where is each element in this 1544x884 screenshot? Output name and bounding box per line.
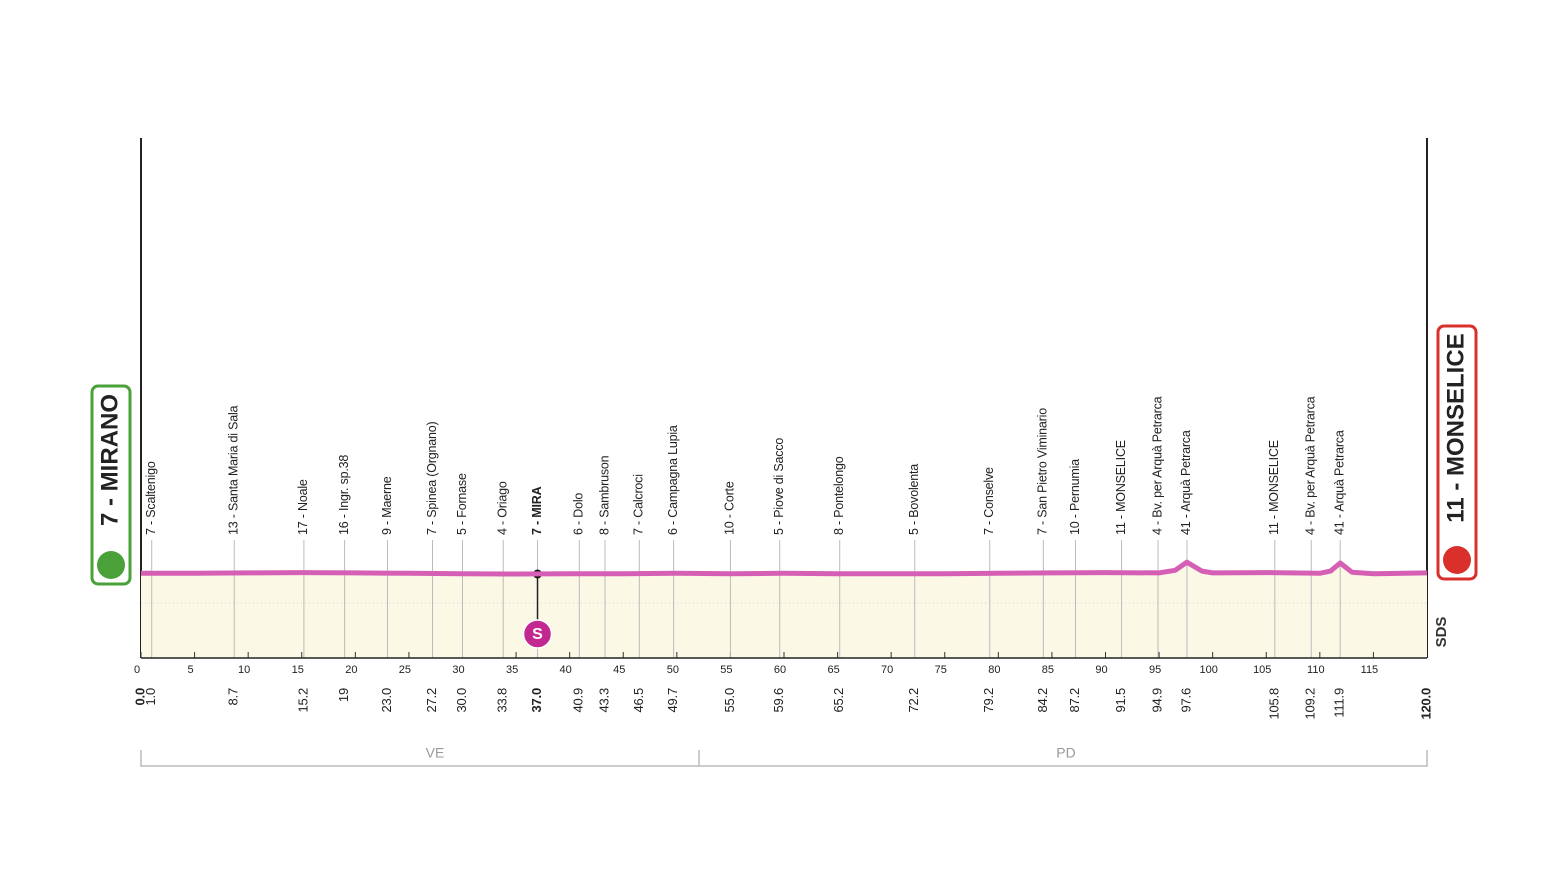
finish-name: 11 - MONSELICE	[1442, 333, 1469, 522]
x-tick-label: 110	[1307, 664, 1325, 676]
x-tick-label: 90	[1095, 664, 1107, 676]
waypoint-name: 5 - Piove di Sacco	[772, 438, 786, 535]
waypoint-name: 6 - Campagna Lupia	[666, 425, 680, 535]
x-tick-label: 65	[827, 664, 839, 676]
x-tick-label: 115	[1361, 664, 1379, 676]
waypoint-name: 11 - MONSELICE	[1267, 440, 1281, 535]
start-name: 7 - MIRANO	[96, 394, 123, 526]
waypoint-km: 37.0	[529, 688, 544, 713]
waypoint-name: 5 - Fornase	[455, 473, 469, 535]
sprint-marker	[522, 619, 553, 649]
x-tick-label: 95	[1149, 664, 1161, 676]
x-tick-label: 85	[1042, 664, 1054, 676]
finish-icon	[1443, 546, 1471, 574]
waypoint-name: 41 - Arquà Petrarca	[1179, 430, 1193, 535]
x-tick-label: 10	[238, 664, 250, 676]
waypoint-name: 5 - Bovolenta	[907, 464, 921, 535]
waypoint-name: 4 - Oriago	[496, 481, 510, 535]
waypoint-name: 8 - Pontelongo	[832, 456, 846, 535]
x-tick-label: 45	[613, 664, 625, 676]
waypoint-km: 91.5	[1113, 688, 1128, 713]
x-tick-label: 30	[452, 664, 464, 676]
x-tick-label: 35	[506, 664, 518, 676]
x-tick-label: 25	[399, 664, 411, 676]
x-tick-label: 100	[1199, 664, 1217, 676]
waypoint-km: 30.0	[454, 688, 469, 713]
x-tick-label: 75	[935, 664, 947, 676]
waypoint-name: 7 - Calcroci	[632, 474, 646, 535]
logo: SDS	[1433, 617, 1450, 648]
waypoint-name: 6 - Dolo	[572, 493, 586, 535]
waypoint-km: 27.2	[424, 688, 439, 713]
waypoint-km: 1.0	[143, 688, 158, 705]
waypoint-km: 40.9	[571, 688, 586, 713]
waypoint-km: 65.2	[831, 688, 846, 713]
waypoint-km: 94.9	[1149, 688, 1164, 713]
finish-box	[1436, 324, 1478, 581]
x-tick-label: 50	[667, 664, 679, 676]
waypoint-name: 9 - Maerne	[380, 476, 394, 535]
region-brackets	[140, 750, 1428, 767]
waypoint-name: 8 - Sambruson	[597, 455, 611, 535]
waypoint-km: 84.2	[1035, 688, 1050, 713]
waypoint-name: 11 - MONSELICE	[1114, 440, 1128, 535]
waypoint-km: 111.9	[1332, 688, 1347, 718]
waypoint-km: 87.2	[1067, 688, 1082, 713]
waypoint-name: 10 - Pernumia	[1068, 459, 1082, 535]
x-tick-label: 0	[134, 664, 140, 676]
waypoint-name: 7 - Scaltenigo	[144, 461, 158, 535]
waypoint-km: 97.6	[1178, 688, 1193, 713]
x-tick-label: 40	[560, 664, 572, 676]
waypoint-km: 49.7	[665, 688, 680, 713]
waypoint-name: 4 - Bv. per Arquà Petrarca	[1150, 396, 1164, 535]
x-tick-label: 5	[188, 664, 194, 676]
waypoint-km: 59.6	[771, 688, 786, 713]
start-icon	[97, 551, 125, 579]
region-label: VE	[426, 745, 445, 761]
waypoint-name: 41 - Arquà Petrarca	[1332, 430, 1346, 535]
waypoint-km: 33.8	[495, 688, 510, 713]
waypoint-km: 15.2	[295, 688, 310, 713]
region-label: PD	[1056, 745, 1075, 761]
bracket	[140, 750, 1428, 767]
waypoint-km: 8.7	[226, 688, 241, 705]
sprint-symbol: S	[532, 626, 543, 643]
waypoint-km: 43.3	[596, 688, 611, 713]
waypoint-name: 16 - Ingr. sp.38	[337, 455, 351, 535]
x-tick-label: 15	[292, 664, 304, 676]
x-tick-label: 105	[1253, 664, 1271, 676]
x-tick-label: 60	[774, 664, 786, 676]
x-tick-label: 80	[988, 664, 1000, 676]
finish-km: 120.0	[1418, 688, 1433, 720]
waypoint-km: 79.2	[981, 688, 996, 713]
waypoint-km: 72.2	[906, 688, 921, 713]
waypoint-km: 109.2	[1303, 688, 1318, 720]
waypoint-name: 7 - MIRA	[530, 486, 544, 535]
profile-line	[141, 559, 1428, 577]
waypoint-km: 105.8	[1266, 688, 1281, 720]
start-box	[90, 384, 132, 586]
waypoint-name: 7 - San Pietro Viminario	[1036, 408, 1050, 535]
waypoint-km: 55.0	[722, 688, 737, 713]
waypoint-name: 13 - Santa Maria di Sala	[227, 405, 241, 535]
profile-area	[141, 562, 1427, 658]
x-tick-label: 70	[881, 664, 893, 676]
waypoint-name: 10 - Corte	[723, 481, 737, 535]
waypoint-name: 7 - Conselve	[982, 467, 996, 535]
waypoint-km: 23.0	[379, 688, 394, 713]
x-tick-label: 55	[720, 664, 732, 676]
start-km: 0.0	[132, 688, 147, 705]
waypoint-name: 4 - Bv. per Arquà Petrarca	[1304, 396, 1318, 535]
waypoint-km: 46.5	[631, 688, 646, 713]
waypoint-km: 19	[336, 688, 351, 702]
waypoint-name: 17 - Noale	[296, 479, 310, 535]
x-tick-label: 20	[345, 664, 357, 676]
waypoint-name: 7 - Spinea (Orgnano)	[425, 422, 439, 535]
